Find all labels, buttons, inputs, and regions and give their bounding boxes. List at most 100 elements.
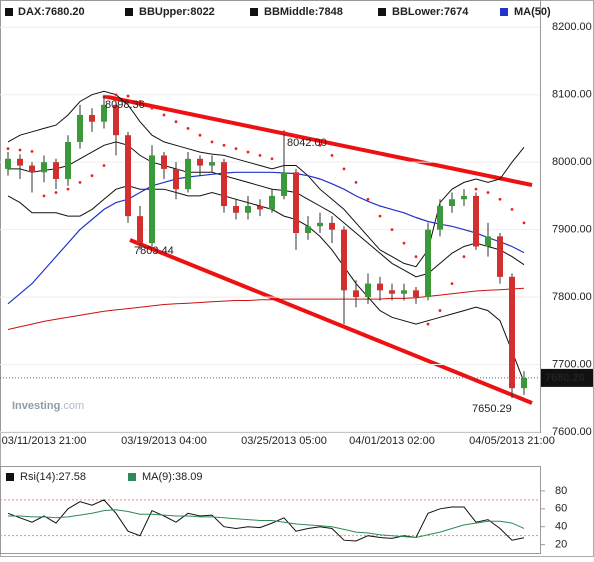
candle-body	[521, 377, 527, 389]
legend-swatch	[378, 8, 386, 16]
candle-body	[65, 141, 71, 180]
rsi-line	[7, 499, 525, 542]
candle-body	[185, 158, 191, 190]
y-tick-label: 8200.00	[552, 21, 592, 33]
y-tick-label: 7700.00	[552, 358, 592, 370]
candle-body	[161, 155, 167, 169]
sar-dot	[258, 154, 262, 157]
sar-dot	[414, 255, 418, 259]
sar-dot	[486, 191, 490, 194]
rsi-line	[8, 509, 525, 539]
overlay-line	[7, 185, 525, 383]
candle-body	[269, 195, 275, 210]
trend-line	[129, 238, 533, 405]
legend-swatch	[125, 8, 133, 16]
candle-body	[221, 162, 227, 207]
candle-body	[137, 216, 143, 244]
candle-body	[509, 276, 515, 389]
candle-body	[281, 172, 287, 196]
sar-dot	[54, 191, 58, 194]
overlay-line	[7, 287, 525, 330]
y-tick-label: 20	[555, 539, 567, 551]
sar-dot	[102, 164, 106, 167]
sar-dot	[330, 154, 334, 157]
watermark-layer: Investing.com	[12, 400, 84, 412]
candle-body	[497, 236, 503, 277]
sar-dot	[438, 309, 442, 312]
sar-dot	[450, 282, 454, 285]
sar-dot	[378, 214, 382, 218]
candle-body	[485, 236, 491, 247]
sar-dot	[186, 127, 190, 130]
candle-body	[341, 229, 347, 291]
legend-swatch	[250, 8, 258, 16]
candle-body	[5, 158, 11, 169]
sar-dot	[42, 194, 46, 198]
x-tick-label: 03/11/2013 21:00	[2, 435, 87, 447]
candle-body	[257, 206, 263, 210]
candle-body	[29, 165, 35, 173]
sar-dot	[318, 143, 322, 147]
legend-label: BBUpper:8022	[139, 6, 215, 18]
candle-body	[149, 155, 155, 244]
candle-body	[125, 135, 131, 217]
sar-dot	[366, 197, 370, 201]
candle-body	[233, 206, 239, 213]
sar-dot	[402, 241, 406, 245]
candle-body	[89, 114, 95, 122]
watermark: Investing.com	[12, 400, 84, 412]
candle-body	[53, 162, 59, 180]
candle-body	[197, 158, 203, 166]
sar-dot	[162, 113, 166, 117]
y-tick-label: 8000.00	[552, 156, 592, 168]
sar-dot	[90, 174, 94, 178]
sar-dot	[234, 147, 238, 151]
sar-dot	[426, 322, 430, 326]
sar-dot	[246, 150, 250, 154]
sar-dot	[150, 106, 154, 110]
annotation: 8042.00	[287, 137, 327, 149]
candle-body	[293, 172, 299, 234]
candle-body	[305, 226, 311, 234]
sar-dot	[498, 197, 502, 201]
sar-dot	[282, 130, 286, 134]
candle-body	[365, 283, 371, 298]
watermark-part: Investing	[12, 400, 60, 412]
legend-swatch	[500, 8, 508, 16]
sar-dot	[66, 187, 70, 191]
legend-label: BBLower:7674	[392, 6, 469, 18]
sar-dot	[306, 137, 310, 140]
overlay-line	[8, 141, 525, 278]
sar-dot	[522, 221, 526, 225]
price-tag-label: 7680.20	[545, 372, 585, 384]
x-tick-label: 03/25/2013 05:00	[241, 435, 327, 447]
legend-label: Rsi(14):27.58	[20, 471, 86, 483]
candle-body	[413, 290, 419, 298]
y-tick-label: 40	[555, 521, 567, 533]
sar-dot	[6, 147, 10, 151]
x-tick-label: 04/05/2013 21:00	[469, 435, 555, 447]
sar-dot	[18, 148, 22, 152]
y-tick-label: 7900.00	[552, 224, 592, 236]
candle-body	[353, 290, 359, 298]
legend-label: MA(9):38.09	[142, 471, 203, 483]
x-tick-label: 03/19/2013 04:00	[121, 435, 207, 447]
legend-label: BBMiddle:7848	[264, 6, 343, 18]
candle-body	[173, 168, 179, 190]
candle-body	[377, 283, 383, 291]
sar-dot	[222, 143, 226, 147]
candle-body	[17, 158, 23, 166]
legend-swatch	[6, 473, 14, 481]
sar-dot	[114, 93, 118, 97]
sar-dot	[462, 255, 466, 259]
x-tick-label: 04/01/2013 02:00	[349, 435, 435, 447]
annotation: 7650.29	[472, 403, 512, 415]
candle-body	[113, 104, 119, 136]
legend-label: MA(50)	[514, 6, 551, 18]
candle-body	[425, 229, 431, 298]
annotation: 7803.44	[134, 245, 174, 257]
sar-dot	[30, 149, 34, 153]
candle-body	[101, 104, 107, 122]
